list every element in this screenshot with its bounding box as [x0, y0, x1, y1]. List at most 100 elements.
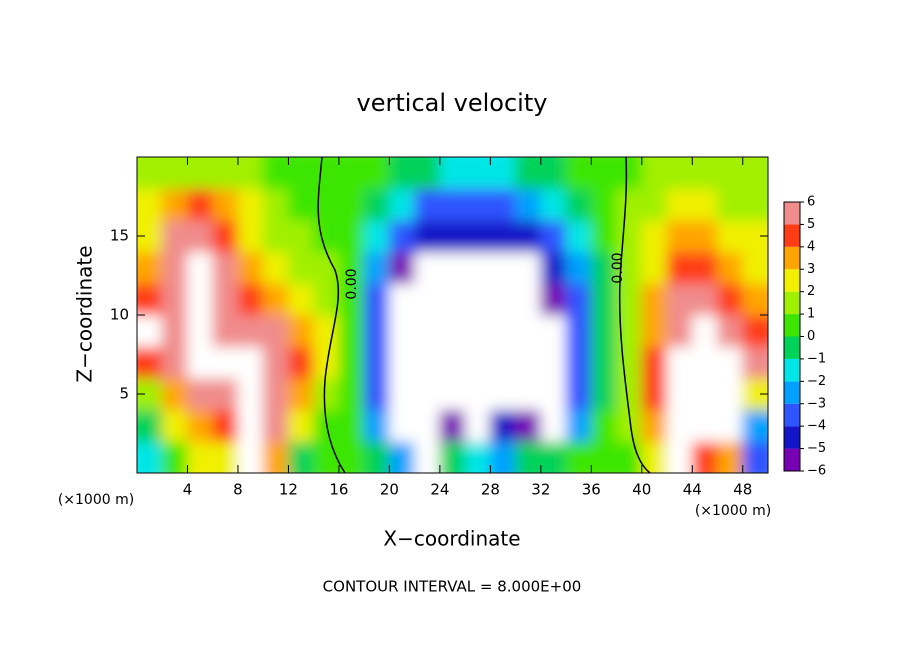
cell	[414, 346, 441, 379]
cell	[212, 157, 239, 190]
cell	[489, 314, 517, 348]
cell	[313, 282, 340, 316]
contour-label: 0.00	[344, 268, 360, 299]
cell	[489, 377, 517, 411]
cell	[590, 440, 618, 473]
cell	[742, 157, 768, 190]
cell	[287, 282, 315, 316]
x-unit: (×1000 m)	[58, 492, 134, 508]
cell	[287, 188, 315, 221]
cell	[287, 346, 315, 379]
cell	[313, 219, 340, 253]
cell	[666, 157, 693, 190]
cell	[641, 219, 668, 253]
cell	[489, 282, 517, 316]
cell	[313, 251, 340, 284]
cell	[439, 157, 466, 190]
cell	[262, 409, 289, 442]
cell	[565, 377, 592, 411]
cell	[565, 188, 592, 221]
cell	[186, 219, 214, 253]
cell	[388, 409, 416, 442]
cell	[742, 282, 768, 316]
cell	[262, 188, 289, 221]
cell	[262, 282, 289, 316]
cell	[313, 440, 340, 473]
cell	[363, 346, 390, 379]
cell	[388, 219, 416, 253]
cell	[414, 377, 441, 411]
colorbar-swatch	[784, 358, 800, 382]
cell	[691, 440, 719, 473]
colorbar-tick-label: −4	[807, 419, 826, 434]
colorbar-tick-label: 1	[807, 307, 815, 322]
cell	[186, 440, 214, 473]
cell	[212, 314, 239, 348]
cell	[666, 188, 693, 221]
cell	[489, 409, 517, 442]
cell	[666, 346, 693, 379]
cell	[742, 409, 768, 442]
cell	[515, 377, 542, 411]
cell	[338, 346, 365, 379]
cell	[515, 219, 542, 253]
cell	[439, 440, 466, 473]
cell	[262, 157, 289, 190]
cell	[137, 346, 163, 379]
cell	[363, 409, 390, 442]
colorbar-swatch	[784, 381, 800, 404]
cell	[363, 188, 390, 221]
cell	[363, 251, 390, 284]
cell	[414, 282, 441, 316]
y-tick-label: 15	[110, 227, 129, 245]
cell	[237, 377, 264, 411]
cells	[137, 157, 768, 473]
cell	[641, 188, 668, 221]
cell	[565, 157, 592, 190]
cell	[439, 314, 466, 348]
cell	[338, 282, 365, 316]
cell	[540, 251, 567, 284]
cell	[717, 440, 744, 473]
cell	[464, 282, 491, 316]
cell	[742, 251, 768, 284]
cell	[717, 219, 744, 253]
cell	[565, 219, 592, 253]
cell	[212, 188, 239, 221]
cell	[641, 409, 668, 442]
colorbar-tick-label: −6	[807, 464, 826, 479]
cell	[666, 377, 693, 411]
cell	[515, 409, 542, 442]
colorbar-swatch	[784, 291, 800, 315]
cell	[641, 282, 668, 316]
cell	[540, 282, 567, 316]
cell	[161, 188, 188, 221]
cell	[717, 282, 744, 316]
cell	[388, 157, 416, 190]
cell	[287, 157, 315, 190]
cell	[717, 409, 744, 442]
cell	[212, 440, 239, 473]
contour-label: 0.00	[610, 252, 626, 283]
cell	[439, 188, 466, 221]
cell	[439, 409, 466, 442]
cell	[540, 188, 567, 221]
y-axis-label: Z−coordinate	[73, 245, 97, 382]
cell	[590, 188, 618, 221]
cell	[212, 346, 239, 379]
cell	[691, 314, 719, 348]
axes: 4 8 12 16 20 24 28 32 36 40 44 4851015−6−5−4−3−2−10…	[110, 157, 826, 499]
cell	[262, 219, 289, 253]
cell	[464, 440, 491, 473]
cell	[161, 157, 188, 190]
cell	[464, 188, 491, 221]
colorbar-swatch	[784, 448, 800, 471]
cell	[616, 219, 643, 253]
cell	[717, 346, 744, 379]
cell	[137, 188, 163, 221]
cell	[666, 282, 693, 316]
cell	[489, 251, 517, 284]
x-tick-label: 8	[233, 481, 243, 499]
cell	[464, 219, 491, 253]
cell	[237, 251, 264, 284]
